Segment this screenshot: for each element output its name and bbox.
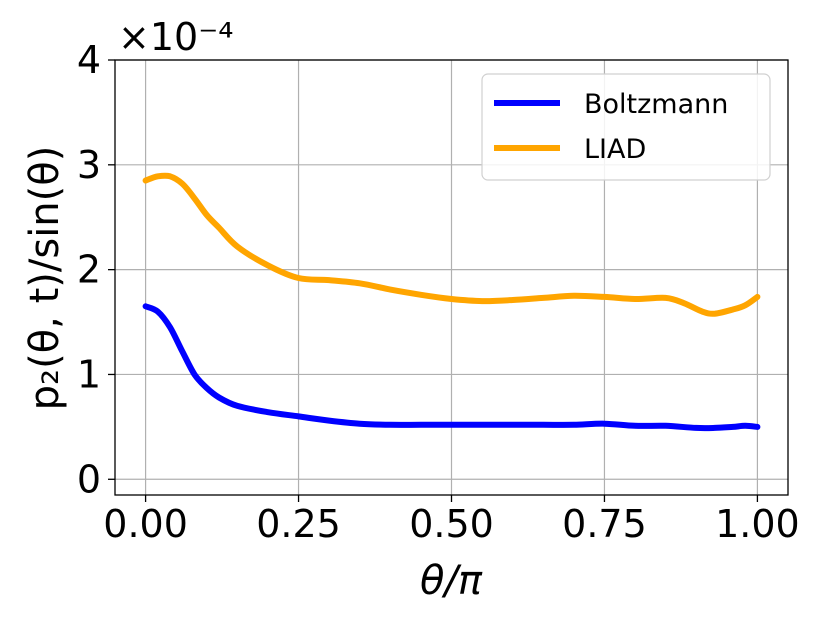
series-line-liad (142, 172, 761, 317)
legend: Boltzmann LIAD (481, 73, 771, 181)
y-tick-label: 1 (77, 352, 101, 396)
x-tick-label: 0.25 (256, 502, 341, 546)
series-line-boltzmann (142, 303, 761, 432)
x-tick-label: 1.00 (715, 502, 800, 546)
y-tick-label: 0 (77, 457, 101, 501)
y-offset-label: ×10⁻⁴ (118, 15, 233, 59)
legend-label-liad: LIAD (584, 134, 646, 165)
y-tick-label: 2 (77, 248, 101, 292)
series-lines (142, 172, 761, 432)
legend-label-boltzmann: Boltzmann (584, 89, 728, 120)
x-tick-label: 0.75 (562, 502, 647, 546)
y-tick-label: 3 (77, 143, 101, 187)
y-axis-label: p₂(θ, t)/sin(θ) (22, 146, 68, 411)
x-tick-label: 0.00 (103, 502, 188, 546)
axis-ticks: 0.00 0.25 0.50 0.75 1.00 0 1 2 3 4 (77, 38, 800, 546)
x-tick-label: 0.50 (409, 502, 494, 546)
x-axis-label: θ/π (420, 558, 483, 604)
y-tick-label: 4 (77, 38, 101, 82)
